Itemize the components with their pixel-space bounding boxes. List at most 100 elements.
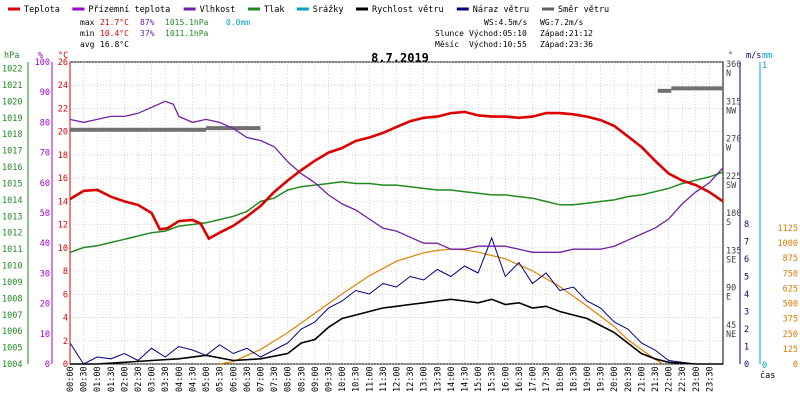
tick-dir-deg-7: 45	[726, 321, 736, 331]
tick-ms-4: 4	[744, 290, 749, 300]
legend-label-6: Náraz větru	[473, 5, 529, 15]
tick-degc-7: 14	[58, 197, 68, 207]
axis-degc-label: °C	[58, 51, 68, 61]
tick-x-28: 14:00	[447, 366, 457, 392]
tick-degc-4: 8	[63, 267, 68, 277]
tick-x-46: 23:00	[692, 366, 702, 392]
axis-mm-label: mm	[762, 51, 772, 61]
axis-mm-top: 1	[762, 61, 767, 71]
tick-x-18: 09:00	[311, 366, 321, 392]
tick-x-31: 15:30	[488, 366, 498, 392]
wind-wg: WG:7.2m/s	[540, 18, 584, 27]
tick-x-37: 18:30	[569, 366, 579, 392]
tick-pct-4: 40	[40, 239, 50, 249]
tick-pct-5: 50	[40, 209, 50, 219]
axis-x-label: čas	[760, 370, 775, 381]
tick-degc-2: 4	[63, 314, 68, 324]
stat-min-hum: 37%	[140, 29, 155, 38]
tick-hpa-11: 1015	[2, 179, 22, 189]
tick-pct-1: 10	[40, 330, 50, 340]
stat-max-temp: 21.7°C	[100, 18, 129, 27]
tick-hpa-4: 1008	[2, 294, 22, 304]
legend-label-0: Teplota	[24, 5, 60, 15]
tick-wm2-3: 375	[783, 315, 798, 325]
tick-x-22: 11:00	[365, 366, 375, 392]
axis-hpa-label: hPa	[4, 51, 19, 61]
axis-dir-label: °	[728, 51, 733, 61]
tick-pct-8: 80	[40, 118, 50, 128]
tick-dir-deg-5: 135	[726, 246, 741, 256]
wind-ws: WS:4.5m/s	[484, 18, 528, 27]
tick-ms-5: 5	[744, 273, 749, 283]
tick-pct-0: 0	[45, 360, 50, 370]
tick-x-10: 05:00	[202, 366, 212, 392]
tick-ms-2: 2	[744, 325, 749, 335]
chart-title: 8.7.2019	[371, 51, 429, 65]
tick-ms-3: 3	[744, 308, 749, 318]
stat-min-press: 1011.1hPa	[165, 29, 209, 38]
legend-label-4: Srážky	[313, 5, 344, 15]
tick-x-5: 02:30	[134, 366, 144, 392]
stat-max-hum: 87%	[140, 18, 155, 27]
legend-label-1: Přízemní teplota	[88, 5, 170, 15]
tick-pct-9: 90	[40, 88, 50, 98]
sun-set: Západ:21:12	[540, 29, 593, 38]
tick-x-38: 19:00	[583, 366, 593, 392]
tick-x-45: 22:30	[678, 366, 688, 392]
tick-pct-7: 70	[40, 149, 50, 159]
tick-dir-card-6: E	[726, 293, 731, 303]
tick-dir-card-4: S	[726, 218, 731, 228]
stat-max-press: 1015.1hPa	[165, 18, 209, 27]
tick-x-3: 01:30	[107, 366, 117, 392]
tick-ms-1: 1	[744, 343, 749, 353]
tick-x-44: 22:00	[665, 366, 675, 392]
tick-ms-7: 7	[744, 238, 749, 248]
tick-degc-10: 20	[58, 128, 68, 138]
tick-x-17: 08:30	[297, 366, 307, 392]
tick-degc-12: 24	[58, 81, 68, 91]
tick-x-8: 04:00	[175, 366, 185, 392]
tick-degc-9: 18	[58, 151, 68, 161]
tick-degc-8: 16	[58, 174, 68, 184]
tick-x-36: 18:00	[556, 366, 566, 392]
sun-label: Slunce	[435, 29, 464, 38]
tick-x-39: 19:30	[597, 366, 607, 392]
series-temperature	[69, 110, 724, 241]
moon-rise: Východ:10:55	[469, 40, 527, 49]
stat-max-rain: 0.0mm	[226, 18, 250, 27]
series-humidity	[69, 100, 724, 253]
tick-degc-13: 26	[58, 58, 68, 68]
tick-degc-3: 6	[63, 290, 68, 300]
tick-dir-deg-0: 360	[726, 60, 741, 70]
tick-pct-6: 60	[40, 179, 50, 189]
tick-x-2: 01:00	[93, 366, 103, 392]
series-wind-speed	[70, 298, 723, 365]
tick-hpa-2: 1006	[2, 327, 22, 337]
tick-dir-deg-3: 225	[726, 172, 741, 182]
tick-dir-card-1: NW	[726, 106, 737, 116]
series-pressure	[69, 171, 724, 254]
tick-wm2-4: 500	[783, 300, 798, 310]
tick-hpa-6: 1010	[2, 262, 22, 272]
tick-wm2-2: 250	[783, 330, 798, 340]
tick-hpa-0: 1004	[2, 360, 22, 370]
tick-dir-card-7: NE	[726, 330, 736, 340]
sun-rise: Východ:05:10	[469, 29, 527, 38]
tick-wm2-8: 1000	[778, 239, 798, 249]
tick-x-16: 08:00	[284, 366, 294, 392]
tick-degc-6: 12	[58, 221, 68, 231]
tick-hpa-17: 1021	[2, 81, 22, 91]
tick-wm2-7: 875	[783, 254, 798, 264]
tick-degc-11: 22	[58, 104, 68, 114]
tick-x-15: 07:30	[270, 366, 280, 392]
tick-hpa-16: 1020	[2, 97, 22, 107]
tick-x-20: 10:00	[338, 366, 348, 392]
tick-degc-0: 0	[63, 360, 68, 370]
stat-min-temp: 10.4°C	[100, 29, 129, 38]
tick-hpa-14: 1018	[2, 130, 22, 140]
tick-x-14: 07:00	[256, 366, 266, 392]
legend-label-5: Rychlost větru	[372, 5, 444, 15]
tick-dir-deg-2: 270	[726, 135, 741, 145]
tick-pct-10: 100	[35, 58, 50, 68]
tick-hpa-5: 1009	[2, 278, 22, 288]
